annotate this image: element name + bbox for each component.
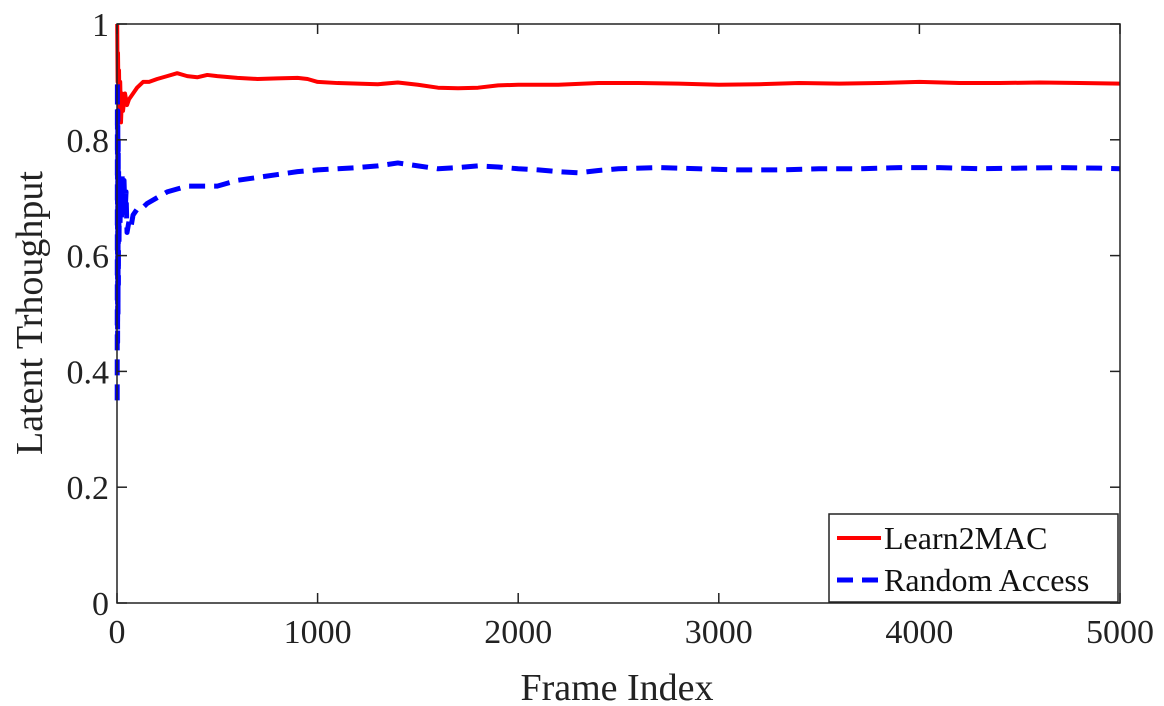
legend-box [828, 513, 1119, 603]
y-tick-label: 0.4 [67, 354, 110, 391]
legend: Learn2MAC Random Access [828, 513, 1119, 603]
y-tick-label: 0.2 [67, 470, 110, 507]
legend-entry-2: Random Access [884, 562, 1089, 598]
y-tick-label: 0.6 [67, 239, 110, 276]
y-tick-label: 0 [92, 586, 109, 623]
y-tick-label: 1 [92, 7, 109, 44]
plot-area [114, 23, 1121, 401]
y-axis-label: Latent Trhoughput [9, 171, 51, 455]
x-tick-label: 5000 [1086, 614, 1154, 651]
series-line-2 [114, 79, 1121, 401]
legend-entry-1: Learn2MAC [884, 520, 1048, 556]
x-tick-label: 0 [109, 614, 126, 651]
x-tick-label: 3000 [685, 614, 753, 651]
axes: 0 1000 2000 3000 4000 5000 0 0.2 0.4 0.6 0.8 1 [67, 7, 1155, 651]
x-tick-label: 1000 [284, 614, 352, 651]
y-tick-label: 0.8 [67, 123, 110, 160]
x-tick-label: 4000 [885, 614, 953, 651]
plot-frame [116, 23, 1121, 604]
x-tick-label: 2000 [484, 614, 552, 651]
series-line-1 [115, 23, 1121, 125]
x-axis-label: Frame Index [520, 667, 713, 706]
